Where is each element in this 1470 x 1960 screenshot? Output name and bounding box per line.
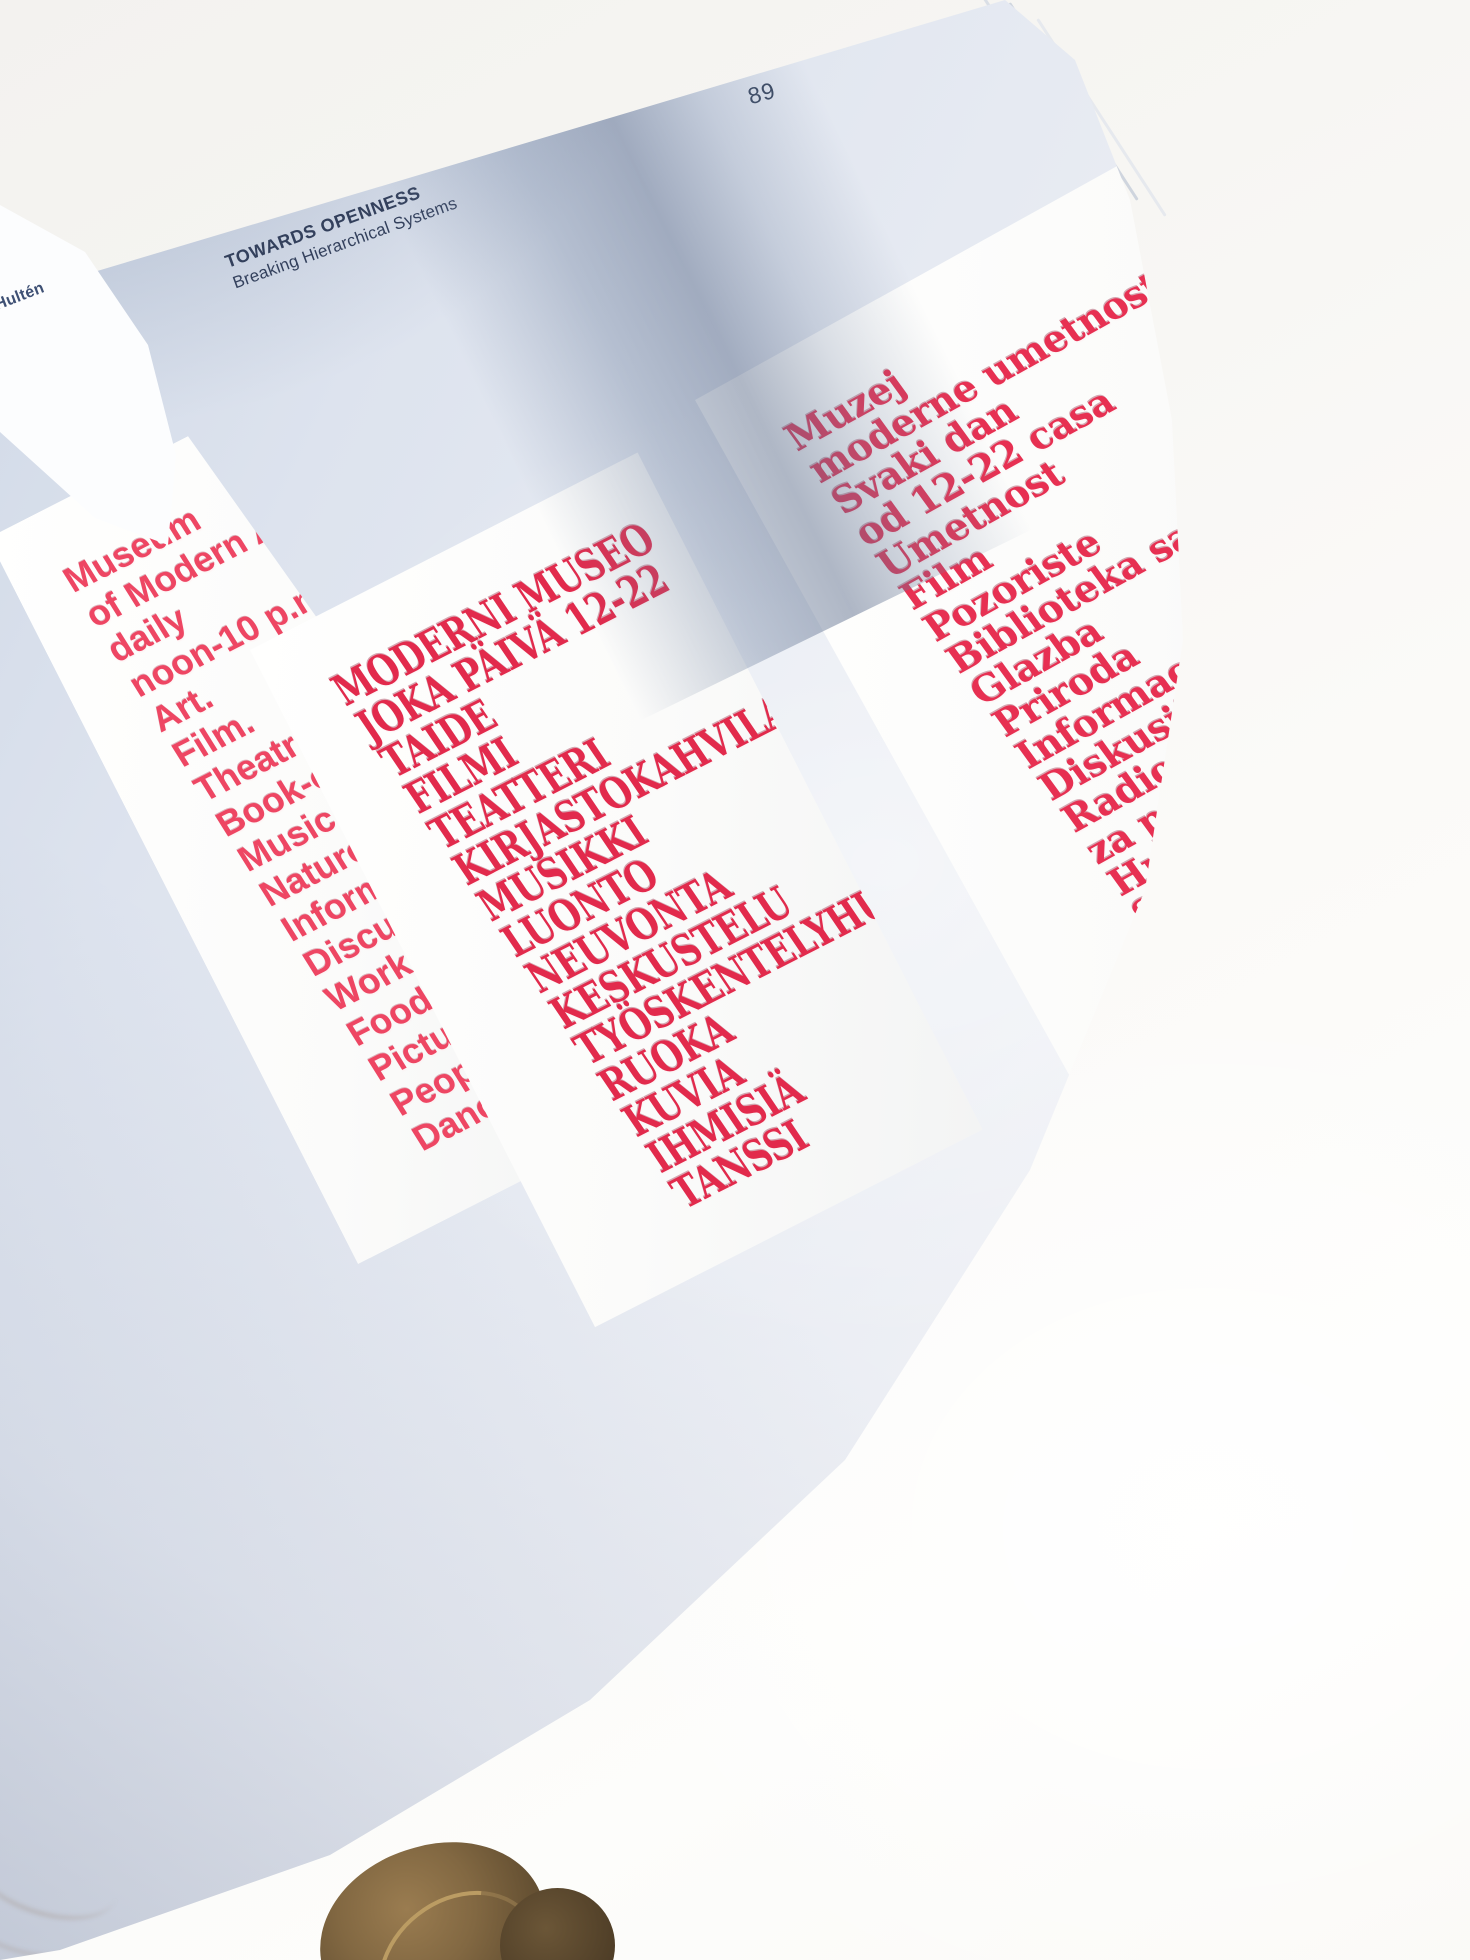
left-page-running-head: Hultén [0, 279, 47, 314]
